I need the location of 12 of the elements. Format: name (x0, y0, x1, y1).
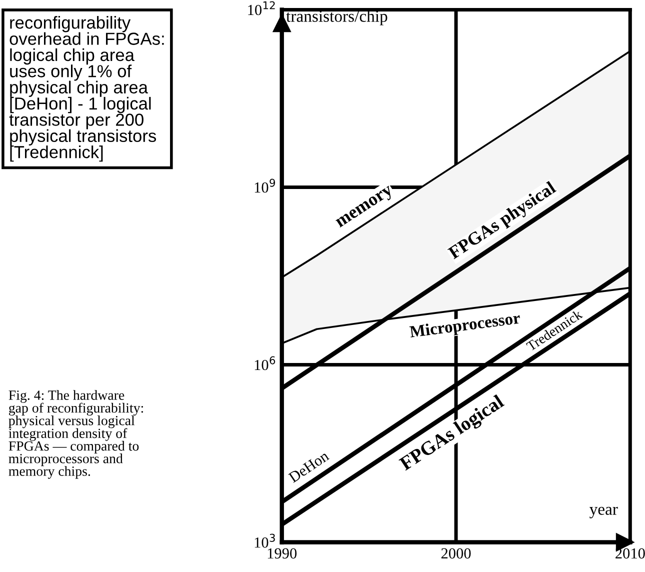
y-tick-label: 10$^{12}$ (248, 1, 275, 16)
caption: Fig. 4: The hardware gap of reconfigurability: physical versus logical integration density of FPGAs — compared to microprocessors and memory chips. (8, 390, 144, 479)
text: Microprocessor (409, 312, 522, 341)
y-axis-title: transistors/chip (286, 10, 388, 26)
y-tick-label: 10$^{6}$ (254, 356, 276, 370)
y-tick-label: 10$^{9}$ (254, 178, 276, 193)
x-tick-label: 1990 (268, 548, 297, 559)
x-tick-label: 2000 (441, 548, 471, 559)
x-tick-label: 2010 (616, 548, 645, 559)
y-tick-label: 10$^{3}$ (254, 534, 275, 548)
x-axis-title: year (590, 506, 618, 518)
text: reconfigurability overhead in FPGAs: logical chip area uses only 1% of physical chip area [DeHon] - 1 logical transistor per 200 physical transistors [Tredennick] (9, 16, 164, 162)
